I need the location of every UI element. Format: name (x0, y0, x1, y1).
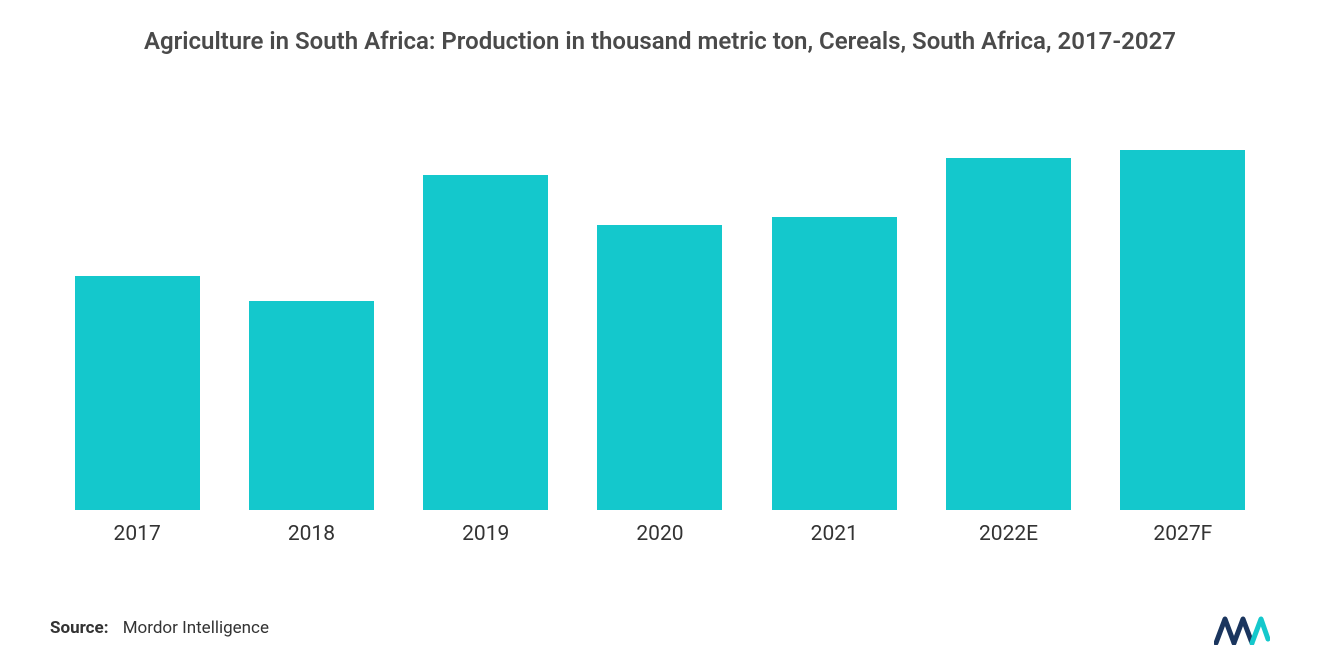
x-axis-labels: 2017 2018 2019 2020 2021 2022E 2027F (50, 522, 1270, 546)
x-label: 2019 (399, 522, 573, 546)
x-label: 2021 (747, 522, 921, 546)
bar-slot (921, 150, 1095, 510)
logo-stroke-2 (1234, 619, 1252, 643)
bar-slot (399, 150, 573, 510)
bars-row (50, 150, 1270, 510)
bar-2018 (249, 301, 374, 510)
bar-2022E (946, 158, 1071, 510)
bar-2017 (75, 276, 200, 510)
bar-slot (1096, 150, 1270, 510)
bar-2020 (597, 225, 722, 510)
chart-title: Agriculture in South Africa: Production … (50, 25, 1270, 57)
source-value: Mordor Intelligence (123, 618, 269, 638)
mordor-logo-icon (1214, 611, 1270, 645)
source-label: Source: (50, 618, 108, 638)
x-label: 2022E (921, 522, 1095, 546)
bar-2027F (1120, 150, 1245, 510)
chart-container: Agriculture in South Africa: Production … (0, 0, 1320, 665)
bar-2019 (423, 175, 548, 510)
bar-2021 (772, 217, 897, 510)
bar-slot (573, 150, 747, 510)
logo-stroke-1 (1216, 619, 1234, 643)
x-label: 2017 (50, 522, 224, 546)
x-label: 2018 (224, 522, 398, 546)
chart-plot-area: 2017 2018 2019 2020 2021 2022E 2027F (50, 87, 1270, 561)
x-label: 2027F (1096, 522, 1270, 546)
logo-stroke-3 (1252, 619, 1268, 643)
x-label: 2020 (573, 522, 747, 546)
source-block: Source: Mordor Intelligence (50, 618, 269, 638)
bar-slot (224, 150, 398, 510)
bar-slot (50, 150, 224, 510)
bar-slot (747, 150, 921, 510)
footer: Source: Mordor Intelligence (50, 611, 1270, 645)
